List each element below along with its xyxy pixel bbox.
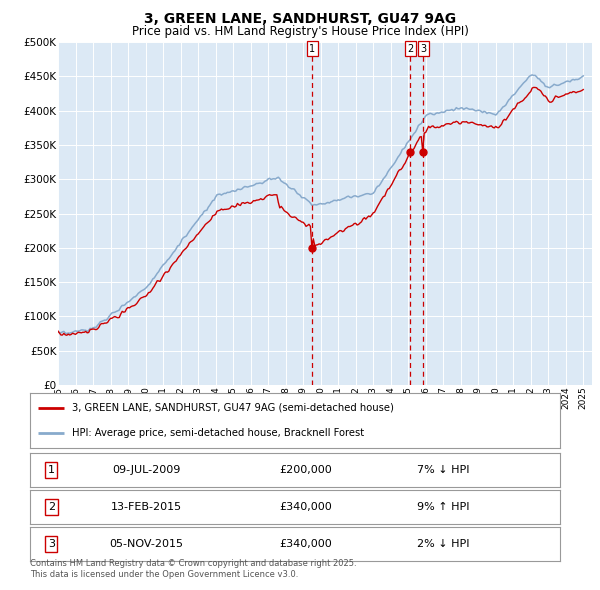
Text: 3: 3 <box>48 539 55 549</box>
Text: 2: 2 <box>47 502 55 512</box>
Text: 3: 3 <box>420 44 426 54</box>
Text: HPI: Average price, semi-detached house, Bracknell Forest: HPI: Average price, semi-detached house,… <box>73 428 365 438</box>
Text: 09-JUL-2009: 09-JUL-2009 <box>112 465 181 475</box>
Text: 7% ↓ HPI: 7% ↓ HPI <box>417 465 470 475</box>
Text: 2: 2 <box>407 44 413 54</box>
Text: Price paid vs. HM Land Registry's House Price Index (HPI): Price paid vs. HM Land Registry's House … <box>131 25 469 38</box>
Text: 2% ↓ HPI: 2% ↓ HPI <box>417 539 470 549</box>
Text: 13-FEB-2015: 13-FEB-2015 <box>111 502 182 512</box>
Text: Contains HM Land Registry data © Crown copyright and database right 2025.
This d: Contains HM Land Registry data © Crown c… <box>30 559 356 579</box>
Text: 9% ↑ HPI: 9% ↑ HPI <box>417 502 470 512</box>
Text: £340,000: £340,000 <box>279 539 332 549</box>
Text: 1: 1 <box>310 44 316 54</box>
Text: £340,000: £340,000 <box>279 502 332 512</box>
Text: 3, GREEN LANE, SANDHURST, GU47 9AG (semi-detached house): 3, GREEN LANE, SANDHURST, GU47 9AG (semi… <box>73 403 394 413</box>
Text: £200,000: £200,000 <box>279 465 332 475</box>
Text: 1: 1 <box>48 465 55 475</box>
Text: 05-NOV-2015: 05-NOV-2015 <box>110 539 184 549</box>
Text: 3, GREEN LANE, SANDHURST, GU47 9AG: 3, GREEN LANE, SANDHURST, GU47 9AG <box>144 12 456 26</box>
